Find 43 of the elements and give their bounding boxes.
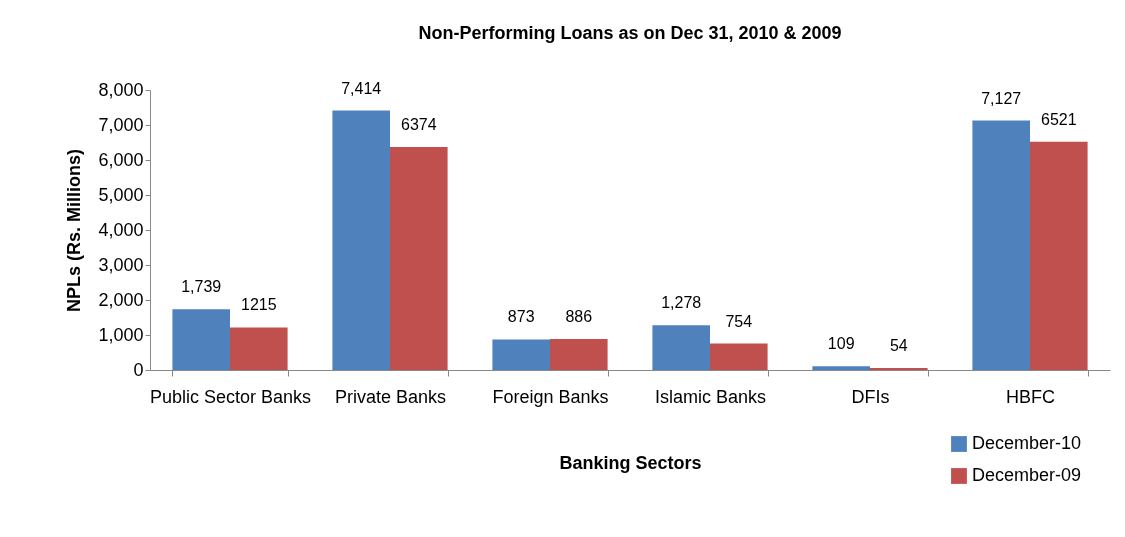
- bar: [710, 343, 768, 370]
- y-tick-label: 5,000: [98, 184, 144, 205]
- data-label: 7,414: [341, 79, 382, 97]
- x-tick-label: Public Sector Banks: [149, 386, 312, 407]
- y-axis-title: NPLs (Rs. Millions): [64, 148, 85, 313]
- y-tick-label: 8,000: [98, 79, 144, 100]
- x-tick-label: Foreign Banks: [492, 386, 609, 407]
- legend-label: December-10: [972, 433, 1082, 453]
- data-label: 754: [725, 312, 753, 330]
- y-tick-label: 3,000: [98, 254, 144, 275]
- bar: [390, 146, 448, 370]
- chart-title: Non-Performing Loans as on Dec 31, 2010 & 2009: [418, 22, 842, 43]
- bar: [332, 110, 390, 370]
- bar: [1030, 141, 1088, 370]
- data-label: 873: [507, 308, 535, 326]
- bar: [172, 309, 230, 370]
- y-tick-label: 4,000: [98, 219, 144, 240]
- bar: [812, 366, 870, 370]
- data-label: 1215: [241, 296, 277, 314]
- x-axis-title: Banking Sectors: [559, 452, 702, 473]
- bar: [230, 327, 288, 370]
- y-tick-label: 1,000: [98, 324, 144, 345]
- data-label: 6374: [401, 115, 437, 133]
- data-label: 7,127: [981, 89, 1022, 107]
- bar: [492, 339, 550, 370]
- x-tick-label: Islamic Banks: [654, 386, 767, 407]
- data-label: 109: [827, 335, 855, 353]
- y-tick-label: 2,000: [98, 289, 144, 310]
- y-tick-label: 7,000: [98, 114, 144, 135]
- data-label: 1,278: [661, 294, 702, 312]
- data-label: 54: [889, 337, 908, 355]
- y-tick-label: 0: [133, 359, 144, 380]
- bar: [550, 338, 608, 370]
- data-label: 1,739: [181, 278, 222, 296]
- data-label: 886: [565, 307, 593, 325]
- x-tick-label: HBFC: [1006, 386, 1055, 407]
- x-tick-label: Private Banks: [334, 386, 447, 407]
- x-tick-label: DFIs: [851, 386, 890, 407]
- bar: [972, 120, 1030, 370]
- y-tick-label: 6,000: [98, 149, 144, 170]
- bar: [652, 325, 710, 370]
- data-label: 6521: [1041, 110, 1077, 128]
- legend-label: December-09: [972, 465, 1082, 485]
